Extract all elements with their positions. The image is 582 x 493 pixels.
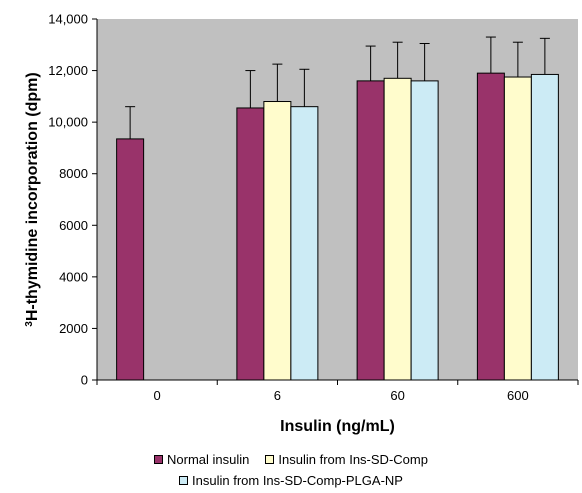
legend-swatch-ins-sd-comp bbox=[265, 455, 275, 464]
y-axis-title: 3H-thymidine incorporation (dpm) bbox=[24, 72, 42, 326]
y-tick-label-10000: 10,000 bbox=[48, 115, 88, 130]
legend-row-1: Normal insulin Insulin from Ins-SD-Comp bbox=[0, 449, 582, 470]
x-tick-label-60: 60 bbox=[390, 388, 404, 403]
y-tick-label-8000: 8000 bbox=[59, 166, 88, 181]
legend-swatch-normal-insulin bbox=[154, 455, 164, 464]
bar-chart: 0 2000 4000 6000 8000 10,000 12,000 14,000 0 6 60 6… bbox=[24, 12, 579, 435]
y-tick-label-4000: 4000 bbox=[59, 269, 88, 284]
legend: Normal insulin Insulin from Ins-SD-Comp … bbox=[0, 449, 582, 491]
y-tick-label-12000: 12,000 bbox=[48, 63, 88, 78]
legend-label-normal-insulin: Normal insulin bbox=[167, 452, 250, 467]
x-tick-label-0: 0 bbox=[154, 388, 161, 403]
bar-insulin-from-ins-sd-comp-6 bbox=[263, 101, 292, 381]
legend-label-ins-sd-comp-plga-np: Insulin from Ins-SD-Comp-PLGA-NP bbox=[192, 473, 403, 488]
bar-normal-insulin-600 bbox=[476, 72, 505, 381]
legend-item-ins-sd-comp-plga-np: Insulin from Ins-SD-Comp-PLGA-NP bbox=[179, 473, 403, 488]
y-tick-label-14000: 14,000 bbox=[48, 12, 88, 27]
bar-insulin-from-ins-sd-comp-60 bbox=[383, 77, 412, 381]
legend-label-ins-sd-comp: Insulin from Ins-SD-Comp bbox=[278, 452, 428, 467]
bar-insulin-from-ins-sd-comp-plga-np-60 bbox=[410, 80, 439, 381]
legend-swatch-ins-sd-comp-plga-np bbox=[179, 476, 189, 485]
bar-insulin-from-ins-sd-comp-600 bbox=[503, 76, 532, 381]
x-axis-title: Insulin (ng/mL) bbox=[280, 418, 395, 435]
bar-insulin-from-ins-sd-comp-plga-np-600 bbox=[530, 73, 559, 381]
bar-normal-insulin-60 bbox=[356, 80, 385, 381]
legend-row-2: Insulin from Ins-SD-Comp-PLGA-NP bbox=[0, 470, 582, 491]
y-tick-label-2000: 2000 bbox=[59, 321, 88, 336]
y-tick-label-6000: 6000 bbox=[59, 218, 88, 233]
legend-item-normal-insulin: Normal insulin bbox=[154, 452, 249, 467]
y-axis-title-text: H-thymidine incorporation (dpm) bbox=[24, 72, 41, 321]
bar-normal-insulin-6 bbox=[236, 107, 265, 381]
y-axis-title-superscript: 3 bbox=[24, 321, 35, 327]
x-tick-label-6: 6 bbox=[274, 388, 281, 403]
y-tick-label-0: 0 bbox=[81, 373, 88, 388]
x-tick-label-600: 600 bbox=[507, 388, 529, 403]
bar-normal-insulin-0 bbox=[116, 138, 145, 381]
bar-insulin-from-ins-sd-comp-plga-np-6 bbox=[290, 106, 319, 381]
legend-item-ins-sd-comp: Insulin from Ins-SD-Comp bbox=[265, 452, 428, 467]
